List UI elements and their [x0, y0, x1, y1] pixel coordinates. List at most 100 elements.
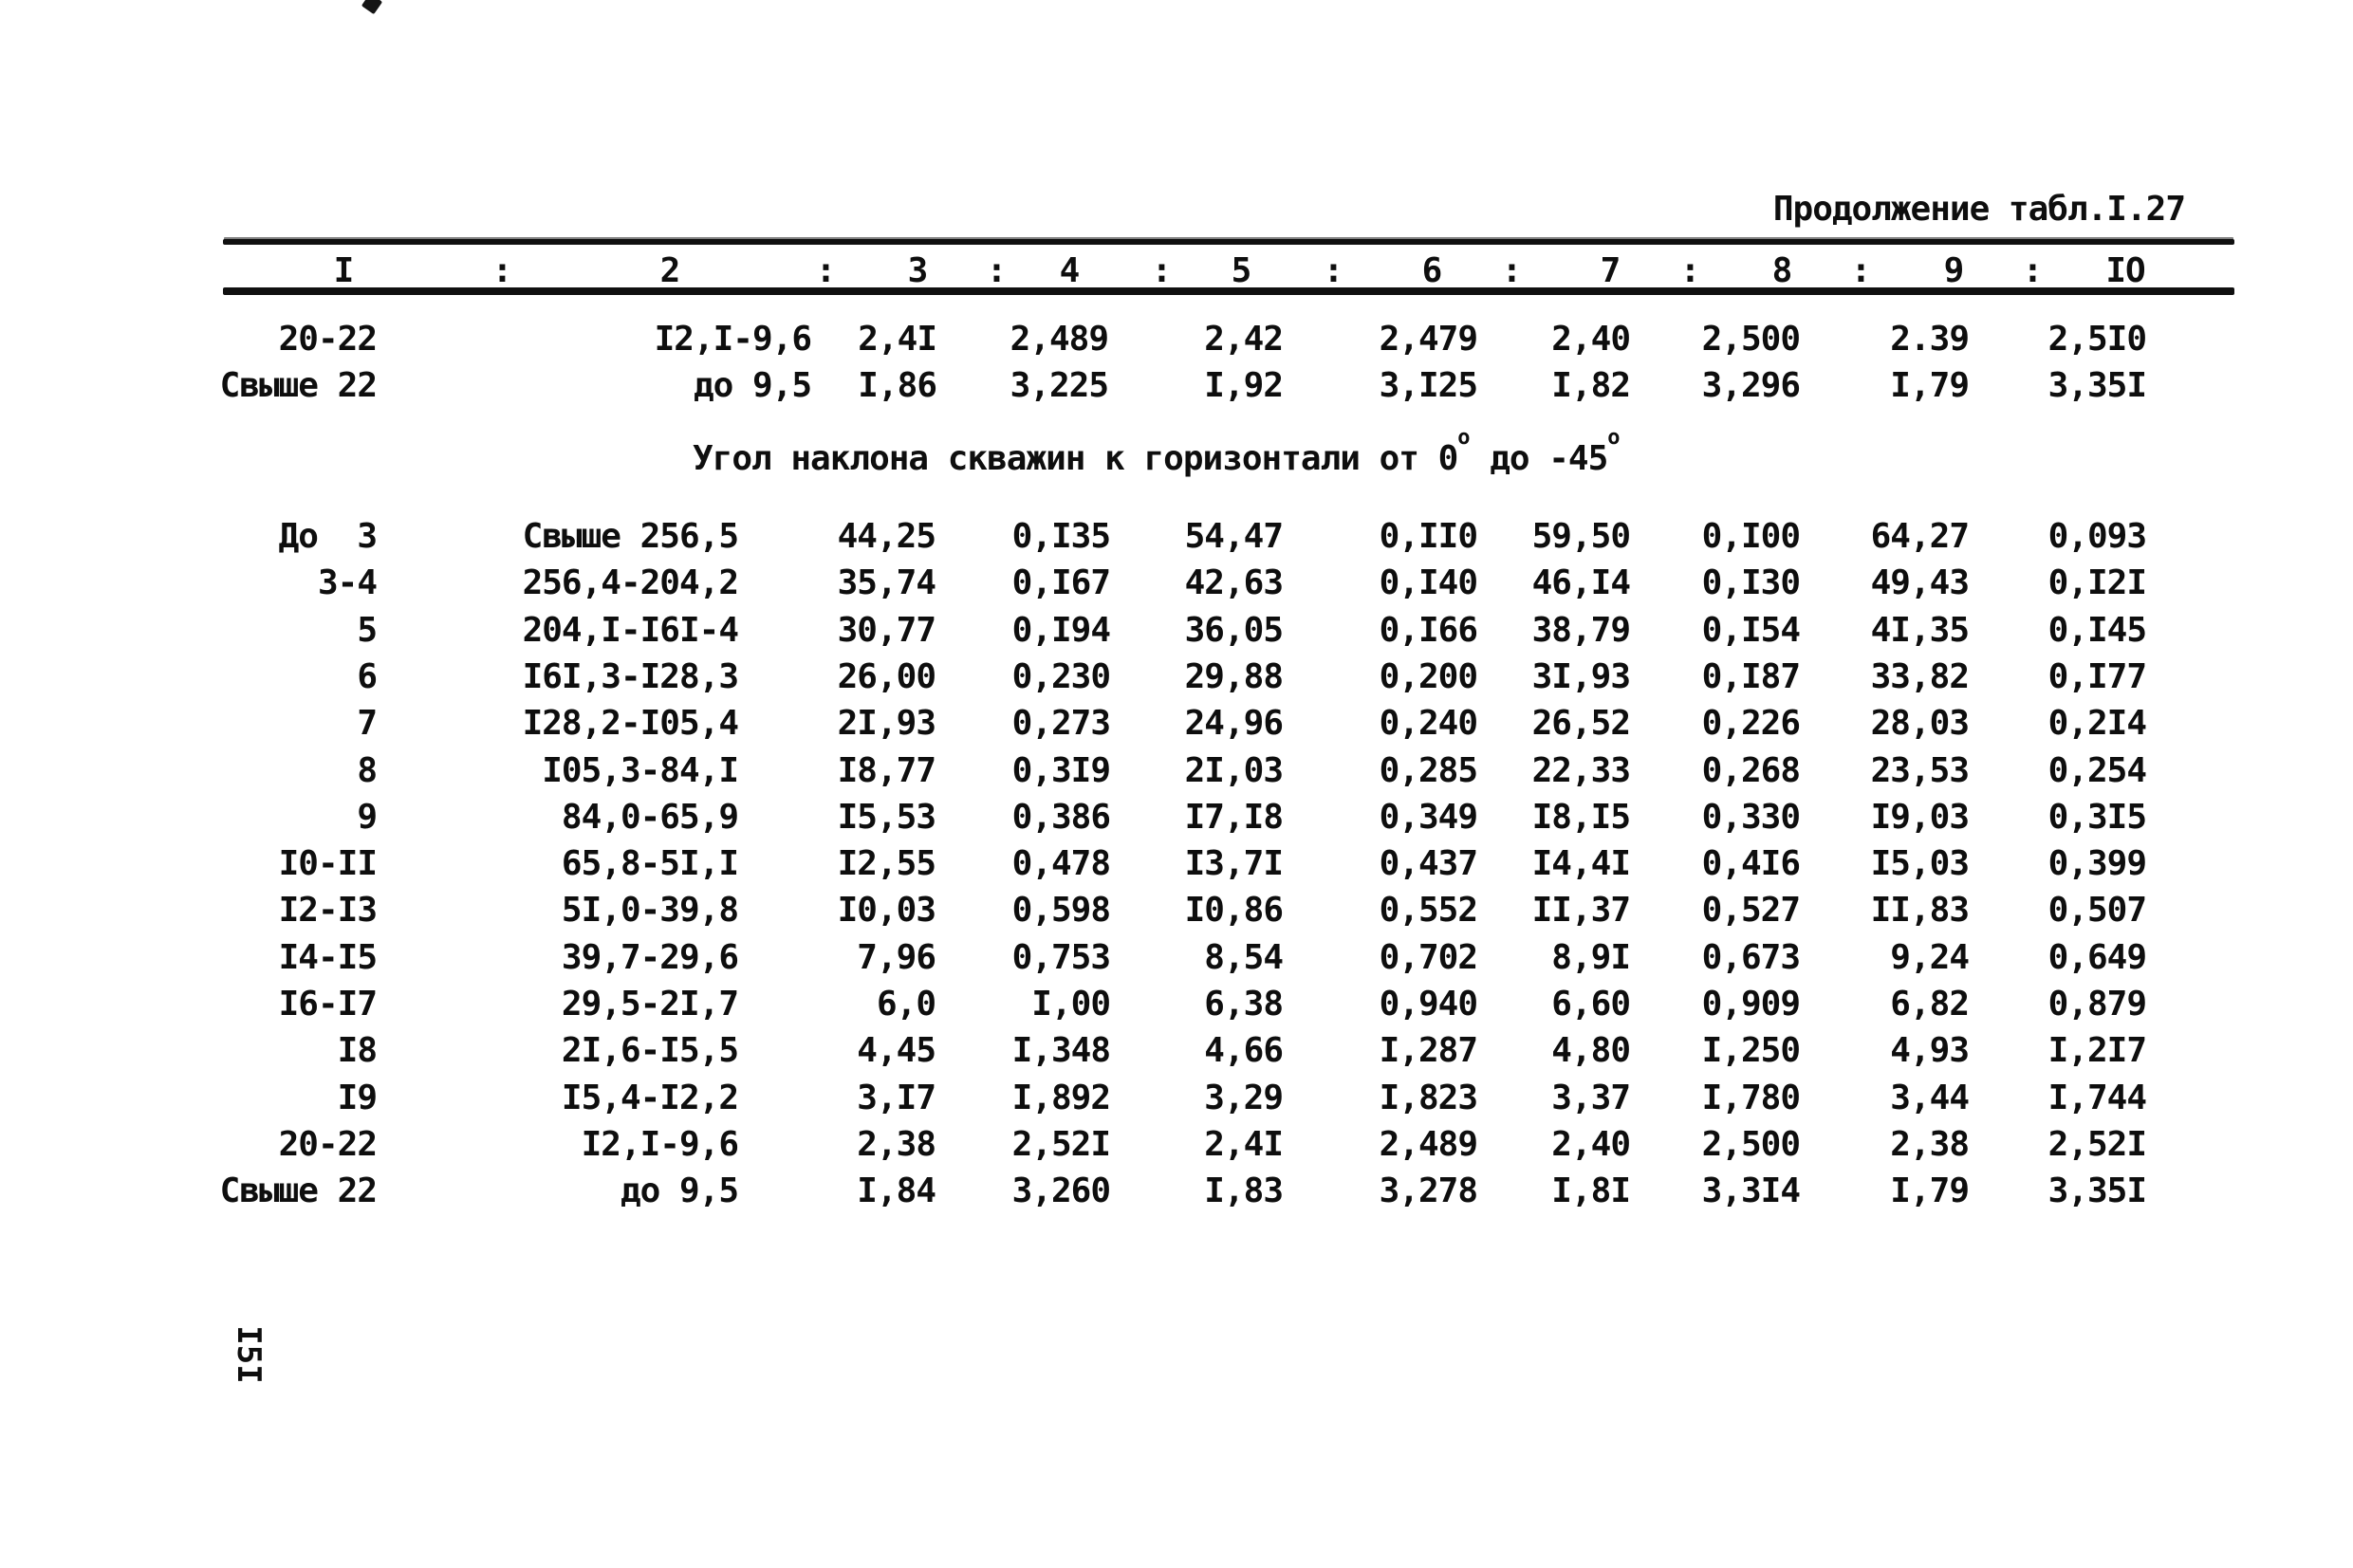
table-cell: 7,96: [857, 938, 936, 977]
header-separator: :: [1679, 251, 1701, 290]
table-cell: 46,I4: [1531, 563, 1631, 602]
table-cell: 0,I77: [2047, 657, 2147, 696]
table-cell: 0,598: [1011, 891, 1111, 930]
table-cell: 0,399: [2047, 844, 2147, 883]
table-cell: I9: [337, 1079, 378, 1117]
table-cell: 0,I30: [1701, 563, 1801, 602]
table-cell: 2,38: [1890, 1125, 1970, 1164]
table-cell: 9,24: [1890, 938, 1970, 977]
table-cell: I8,I5: [1531, 798, 1631, 837]
table-cell: 3,260: [1011, 1171, 1111, 1210]
table-cell: 3,44: [1890, 1079, 1970, 1117]
table-cell: I4,4I: [1531, 844, 1631, 883]
degree-superscript: о: [1457, 426, 1471, 450]
table-rule-top: [223, 239, 2234, 245]
table-cell: 84,0-65,9: [561, 798, 739, 837]
table-cell: 3,278: [1379, 1171, 1478, 1210]
table-cell: 0,2I4: [2047, 704, 2147, 743]
table-cell: 8,54: [1204, 938, 1284, 977]
table-cell: 3,35I: [2047, 1171, 2147, 1210]
table-cell: 0,I2I: [2047, 563, 2147, 602]
table-cell: I8,77: [837, 751, 936, 790]
table-cell: I0,86: [1184, 891, 1284, 930]
table-cell: 3,3I4: [1701, 1171, 1801, 1210]
page-title: Продолжение табл.I.27: [1772, 190, 2186, 229]
table-cell: I9,03: [1870, 798, 1970, 837]
table-cell: 2I,03: [1184, 751, 1284, 790]
table-cell: I2,55: [837, 844, 936, 883]
header-cell: 2: [659, 251, 681, 290]
table-cell: 0,437: [1379, 844, 1478, 883]
table-cell: 3,I7: [857, 1079, 936, 1117]
table-cell: I5,4-I2,2: [561, 1079, 739, 1117]
header-cell: 5: [1231, 251, 1252, 290]
degree-superscript: о: [1607, 426, 1621, 450]
header-cell: 9: [1943, 251, 1965, 290]
table-cell: 26,00: [837, 657, 936, 696]
table-cell: 29,88: [1184, 657, 1284, 696]
table-cell: 33,82: [1870, 657, 1970, 696]
header-separator: :: [1850, 251, 1872, 290]
scan-artifact: [361, 0, 383, 15]
table-row: 9 84,0-65,9 I5,53 0,386 I7,I8 0,349 I8,I5 0,330…: [0, 799, 2353, 839]
table-cell: 3,35I: [2047, 366, 2147, 405]
table-cell: 2,38: [857, 1125, 936, 1164]
table-row: I2-I3 5I,0-39,8 I0,03 0,598 I0,86 0,552 II,37 0…: [0, 892, 2353, 932]
table-cell: 2,42: [1204, 320, 1284, 359]
table-cell: 20-22: [278, 1125, 378, 1164]
header-separator: :: [1501, 251, 1523, 290]
table-cell: I3,7I: [1184, 844, 1284, 883]
table-cell: I6-I7: [278, 985, 378, 1024]
table-cell: I,250: [1701, 1031, 1801, 1070]
table-row: I8 2I,6-I5,5 4,45 I,348 4,66 I,287 4,80 I,250 4,…: [0, 1032, 2353, 1072]
table-cell: I2,I-9,6: [581, 1125, 739, 1164]
table-cell: 0,268: [1701, 751, 1801, 790]
header-separator: :: [1323, 251, 1344, 290]
table-cell: I,79: [1890, 366, 1970, 405]
table-cell: I28,2-I05,4: [522, 704, 739, 743]
table-cell: 0,I54: [1701, 611, 1801, 650]
table-cell: 256,4-204,2: [522, 563, 739, 602]
table-cell: 2,40: [1551, 1125, 1631, 1164]
table-cell: 5I,0-39,8: [561, 891, 739, 930]
table-cell: Свыше 22: [219, 366, 378, 405]
header-cell: 8: [1771, 251, 1793, 290]
table-row: 20-22 I2,I-9,6 2,4I 2,489 2,42 2,479 2,40 2,500…: [0, 321, 2353, 360]
table-cell: 35,74: [837, 563, 936, 602]
table-cell: 0,II0: [1379, 517, 1478, 556]
table-cell: I,823: [1379, 1079, 1478, 1117]
table-cell: 0,I87: [1701, 657, 1801, 696]
table-cell: 4,93: [1890, 1031, 1970, 1070]
table-cell: I,00: [1031, 985, 1111, 1024]
table-cell: 2,500: [1701, 320, 1801, 359]
table-cell: 0,649: [2047, 938, 2147, 977]
header-separator: :: [491, 251, 513, 290]
table-cell: 0,507: [2047, 891, 2147, 930]
table-cell: 0,349: [1379, 798, 1478, 837]
header-cell: 3: [907, 251, 929, 290]
table-row: 5 204,I-I6I-4 30,77 0,I94 36,05 0,I66 38,79 0,I…: [0, 612, 2353, 652]
header-cell: 4: [1059, 251, 1081, 290]
table-cell: 204,I-I6I-4: [522, 611, 739, 650]
table-row: I4-I5 39,7-29,6 7,96 0,753 8,54 0,702 8,9I 0,67…: [0, 939, 2353, 979]
table-cell: 4,80: [1551, 1031, 1631, 1070]
table-cell: Свыше 22: [219, 1171, 378, 1210]
table-cell: 6,38: [1204, 985, 1284, 1024]
table-cell: I7,I8: [1184, 798, 1284, 837]
table-cell: 0,909: [1701, 985, 1801, 1024]
table-cell: I,86: [858, 366, 937, 405]
table-cell: 0,285: [1379, 751, 1478, 790]
table-cell: 6,60: [1551, 985, 1631, 1024]
table-cell: 3,29: [1204, 1079, 1284, 1117]
table-cell: 59,50: [1531, 517, 1631, 556]
header-separator: :: [986, 251, 1008, 290]
table-cell: 8: [357, 751, 378, 790]
table-cell: I5,03: [1870, 844, 1970, 883]
table-cell: Свыше 256,5: [522, 517, 739, 556]
table-cell: I,744: [2047, 1079, 2147, 1117]
header-separator: :: [2022, 251, 2044, 290]
table-cell: 0,I35: [1011, 517, 1111, 556]
table-row: I9 I5,4-I2,2 3,I7 I,892 3,29 I,823 3,37 I,780 3,…: [0, 1079, 2353, 1119]
table-cell: 65,8-5I,I: [561, 844, 739, 883]
table-cell: 0,4I6: [1701, 844, 1801, 883]
